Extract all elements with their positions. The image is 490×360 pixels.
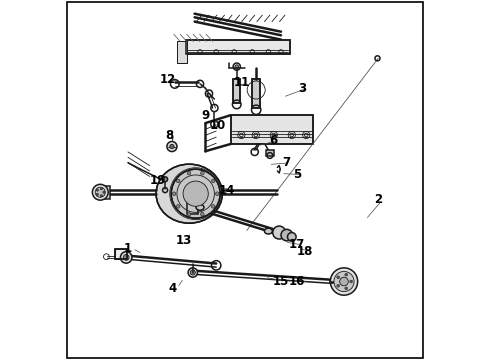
Circle shape	[190, 270, 196, 275]
Circle shape	[235, 65, 239, 68]
Circle shape	[187, 171, 191, 175]
Text: 13: 13	[176, 234, 192, 247]
Bar	[104, 186, 110, 199]
Text: 4: 4	[169, 282, 177, 294]
Bar	[115, 249, 127, 259]
Circle shape	[176, 179, 180, 183]
Circle shape	[170, 144, 174, 149]
Bar	[187, 197, 198, 214]
Circle shape	[337, 276, 340, 279]
Text: 18: 18	[296, 245, 313, 258]
Bar	[252, 79, 260, 108]
Circle shape	[123, 255, 129, 260]
Text: 5: 5	[293, 168, 301, 181]
Text: 6: 6	[270, 134, 278, 147]
Circle shape	[188, 268, 197, 277]
Circle shape	[163, 177, 168, 182]
Circle shape	[171, 169, 220, 218]
Text: 9: 9	[201, 109, 210, 122]
Text: 19: 19	[149, 174, 166, 186]
Ellipse shape	[196, 204, 204, 210]
Bar	[186, 40, 290, 54]
Circle shape	[330, 268, 358, 295]
Bar	[233, 79, 240, 103]
Text: 10: 10	[210, 119, 226, 132]
Circle shape	[176, 204, 180, 208]
Circle shape	[172, 192, 176, 195]
Ellipse shape	[156, 164, 222, 223]
Bar	[115, 249, 127, 259]
Circle shape	[95, 187, 105, 197]
Bar	[187, 197, 198, 214]
Bar	[115, 249, 127, 259]
Circle shape	[350, 280, 353, 283]
Bar	[231, 115, 314, 144]
Circle shape	[337, 284, 340, 287]
Circle shape	[288, 233, 296, 241]
Text: 2: 2	[374, 193, 382, 206]
Bar	[176, 41, 187, 63]
Circle shape	[334, 271, 354, 292]
Circle shape	[345, 287, 348, 290]
Text: 15: 15	[273, 275, 289, 288]
Text: 17: 17	[289, 238, 305, 251]
Bar	[176, 41, 187, 63]
Ellipse shape	[265, 228, 272, 234]
Text: 11: 11	[233, 76, 249, 89]
Circle shape	[200, 212, 204, 216]
Circle shape	[281, 229, 293, 241]
Circle shape	[92, 184, 108, 200]
Text: 7: 7	[282, 156, 291, 169]
Circle shape	[273, 226, 286, 239]
Circle shape	[97, 193, 98, 195]
Circle shape	[121, 252, 132, 263]
Bar	[233, 79, 240, 103]
Text: 12: 12	[159, 73, 176, 86]
Bar	[186, 40, 290, 54]
Circle shape	[187, 212, 191, 216]
Circle shape	[340, 277, 348, 286]
Circle shape	[100, 195, 102, 197]
Circle shape	[211, 179, 215, 183]
Bar	[266, 150, 274, 156]
Text: 16: 16	[289, 275, 305, 288]
Text: 1: 1	[124, 242, 132, 255]
Circle shape	[211, 204, 215, 208]
Circle shape	[345, 273, 348, 276]
Text: 14: 14	[219, 184, 235, 197]
Bar	[231, 115, 314, 144]
Text: 8: 8	[165, 129, 173, 141]
Circle shape	[216, 192, 219, 195]
Circle shape	[97, 189, 98, 191]
Circle shape	[167, 141, 177, 152]
Circle shape	[200, 171, 204, 175]
Bar	[252, 79, 260, 108]
Circle shape	[183, 181, 208, 206]
Circle shape	[100, 188, 102, 190]
Circle shape	[103, 191, 105, 193]
Text: 3: 3	[298, 82, 307, 95]
